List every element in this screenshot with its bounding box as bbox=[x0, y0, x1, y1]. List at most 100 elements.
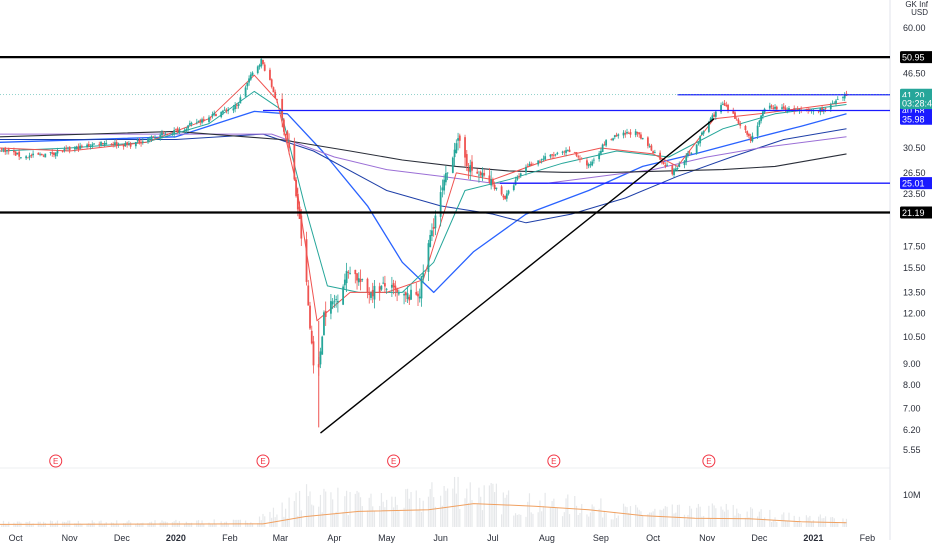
candle-body bbox=[324, 310, 327, 317]
volume-bar bbox=[124, 523, 127, 527]
time-axis-label: Dec bbox=[751, 533, 768, 543]
volume-bar bbox=[257, 523, 259, 527]
volume-bar bbox=[748, 517, 750, 527]
trendline-group[interactable] bbox=[320, 118, 715, 434]
candle-body bbox=[610, 139, 613, 141]
candle-body bbox=[836, 98, 839, 100]
volume-bar bbox=[398, 510, 400, 527]
candle-body bbox=[483, 172, 486, 176]
earnings-marker[interactable]: E bbox=[547, 454, 561, 468]
volume-bar bbox=[769, 509, 771, 527]
candle-body bbox=[807, 108, 810, 111]
volume-bar bbox=[471, 500, 473, 527]
volume-bar bbox=[518, 514, 520, 527]
volume-bar bbox=[32, 523, 34, 527]
volume-bar bbox=[440, 495, 442, 527]
price-badge[interactable]: 35.98 bbox=[900, 112, 932, 125]
time-axis[interactable]: Oct Nov Dec 2020 Feb Mar Apr May Jun Jul Aug Sep Oct… bbox=[9, 533, 875, 543]
candle-body bbox=[370, 293, 372, 298]
volume-bar bbox=[366, 510, 369, 527]
candle-body bbox=[124, 143, 127, 147]
volume-bar bbox=[647, 513, 649, 527]
candle-body bbox=[422, 273, 425, 278]
volume-bar bbox=[528, 493, 531, 527]
volume-bar bbox=[466, 488, 468, 527]
time-axis-label: Mar bbox=[273, 533, 289, 543]
volume-bar bbox=[379, 505, 381, 527]
horizontal-levels[interactable] bbox=[0, 56, 890, 214]
candle-body bbox=[601, 144, 604, 153]
candle-body bbox=[98, 144, 101, 145]
volume-bar bbox=[382, 501, 384, 527]
candle-body bbox=[30, 155, 33, 156]
volume-bar bbox=[464, 498, 466, 527]
volume-bar bbox=[703, 516, 705, 527]
volume-bar bbox=[593, 506, 595, 527]
volume-bar bbox=[671, 504, 673, 527]
candle-body bbox=[208, 117, 210, 122]
volume-bar bbox=[455, 493, 457, 527]
candle-body bbox=[478, 174, 480, 176]
volume-bar bbox=[222, 524, 224, 527]
price-level-badge[interactable]: 21.19 bbox=[900, 206, 932, 219]
candle-body bbox=[788, 107, 790, 112]
volume-bar bbox=[635, 504, 637, 527]
candle-body bbox=[220, 111, 223, 118]
candle-body bbox=[141, 141, 144, 143]
candle-body bbox=[256, 66, 259, 74]
price-level-badge[interactable]: 25.01 bbox=[900, 177, 932, 190]
volume-bar bbox=[330, 492, 332, 527]
candle-body bbox=[516, 177, 519, 180]
candle-body bbox=[500, 186, 503, 195]
candle-body bbox=[248, 78, 250, 83]
volume-bar bbox=[602, 517, 604, 527]
volume-bar bbox=[532, 513, 534, 527]
candle-body bbox=[54, 152, 57, 157]
candle-body bbox=[368, 293, 371, 296]
volume-bar bbox=[577, 515, 579, 527]
grid bbox=[0, 0, 891, 540]
volume-bar bbox=[246, 522, 248, 527]
volume-bar bbox=[600, 498, 602, 527]
time-axis-label: Aug bbox=[539, 533, 555, 543]
earnings-marker-label: E bbox=[53, 457, 58, 466]
time-axis-label: Jun bbox=[433, 533, 448, 543]
trendline[interactable] bbox=[320, 118, 715, 434]
price-tick-label: 10.50 bbox=[903, 332, 926, 342]
candle-body bbox=[714, 111, 717, 117]
earnings-marker-label: E bbox=[551, 457, 556, 466]
candle-body bbox=[77, 146, 80, 150]
volume-bar bbox=[295, 492, 297, 527]
candle-body bbox=[251, 72, 254, 76]
candle-body bbox=[417, 293, 419, 297]
candle-body bbox=[441, 187, 444, 191]
candle-body bbox=[129, 143, 132, 147]
earnings-marker[interactable]: E bbox=[256, 454, 270, 468]
candle-body bbox=[617, 134, 620, 136]
volume-bar bbox=[251, 523, 254, 527]
candle-body bbox=[190, 122, 193, 125]
candle-body bbox=[563, 151, 566, 153]
price-level-badge[interactable]: 50.95 bbox=[900, 51, 932, 64]
candle-body bbox=[136, 140, 139, 142]
price-badge-text: 03:28:43 bbox=[902, 99, 932, 109]
earnings-marker[interactable]: E bbox=[702, 454, 716, 468]
volume-bar bbox=[708, 505, 710, 527]
earnings-marker[interactable]: E bbox=[49, 454, 63, 468]
candle-body bbox=[821, 107, 823, 112]
volume-bar bbox=[685, 519, 687, 527]
candle-body bbox=[439, 192, 442, 217]
volume-bar bbox=[746, 511, 748, 527]
price-badge[interactable]: 03:28:43 bbox=[900, 97, 932, 110]
candle-body bbox=[565, 150, 567, 153]
volume-axis-label: 10M bbox=[903, 490, 921, 500]
candle-body bbox=[507, 190, 510, 194]
moving-average-line bbox=[0, 128, 847, 224]
price-tick-label: 8.00 bbox=[903, 380, 921, 390]
volume-bar bbox=[760, 509, 762, 527]
price-axis[interactable]: 60.00 46.50 30.50 26.50 23.50 17.50 15.50 13.50… bbox=[900, 23, 932, 455]
time-axis-label: Nov bbox=[699, 533, 716, 543]
earnings-marker[interactable]: E bbox=[387, 454, 401, 468]
